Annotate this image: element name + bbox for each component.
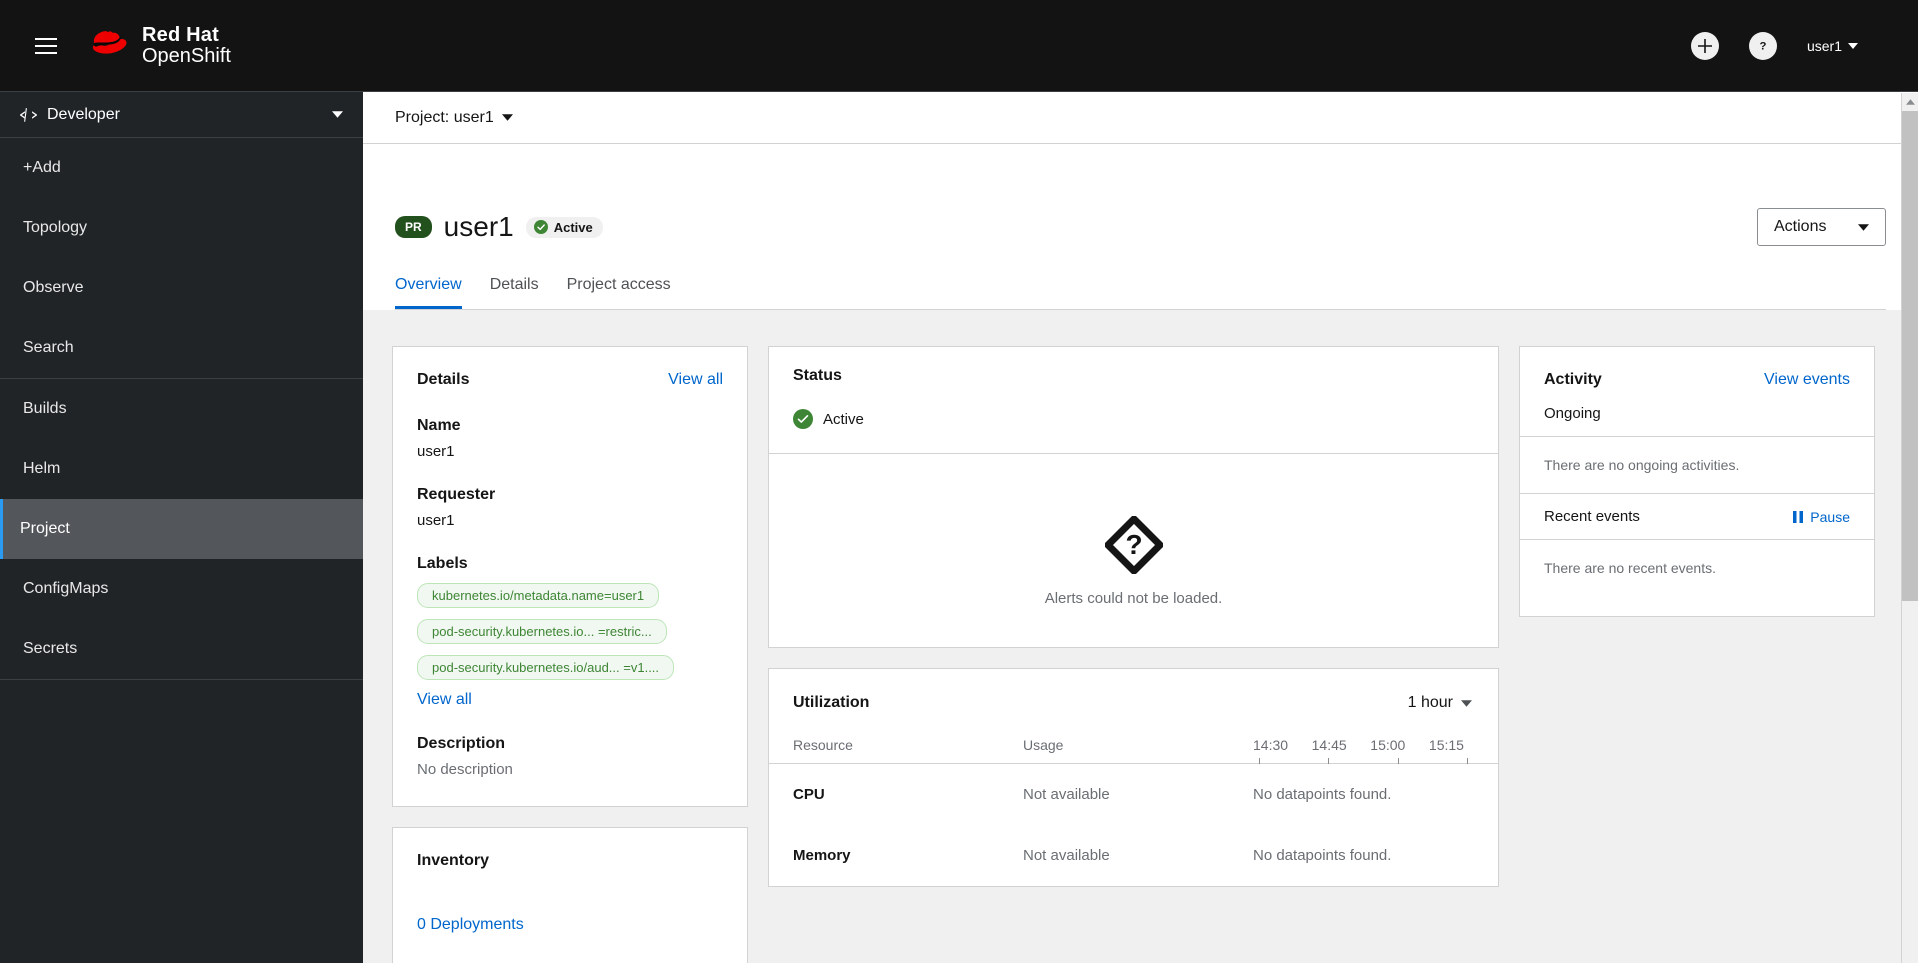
- svg-text:?: ?: [1759, 40, 1766, 52]
- svg-text:?: ?: [1125, 529, 1142, 560]
